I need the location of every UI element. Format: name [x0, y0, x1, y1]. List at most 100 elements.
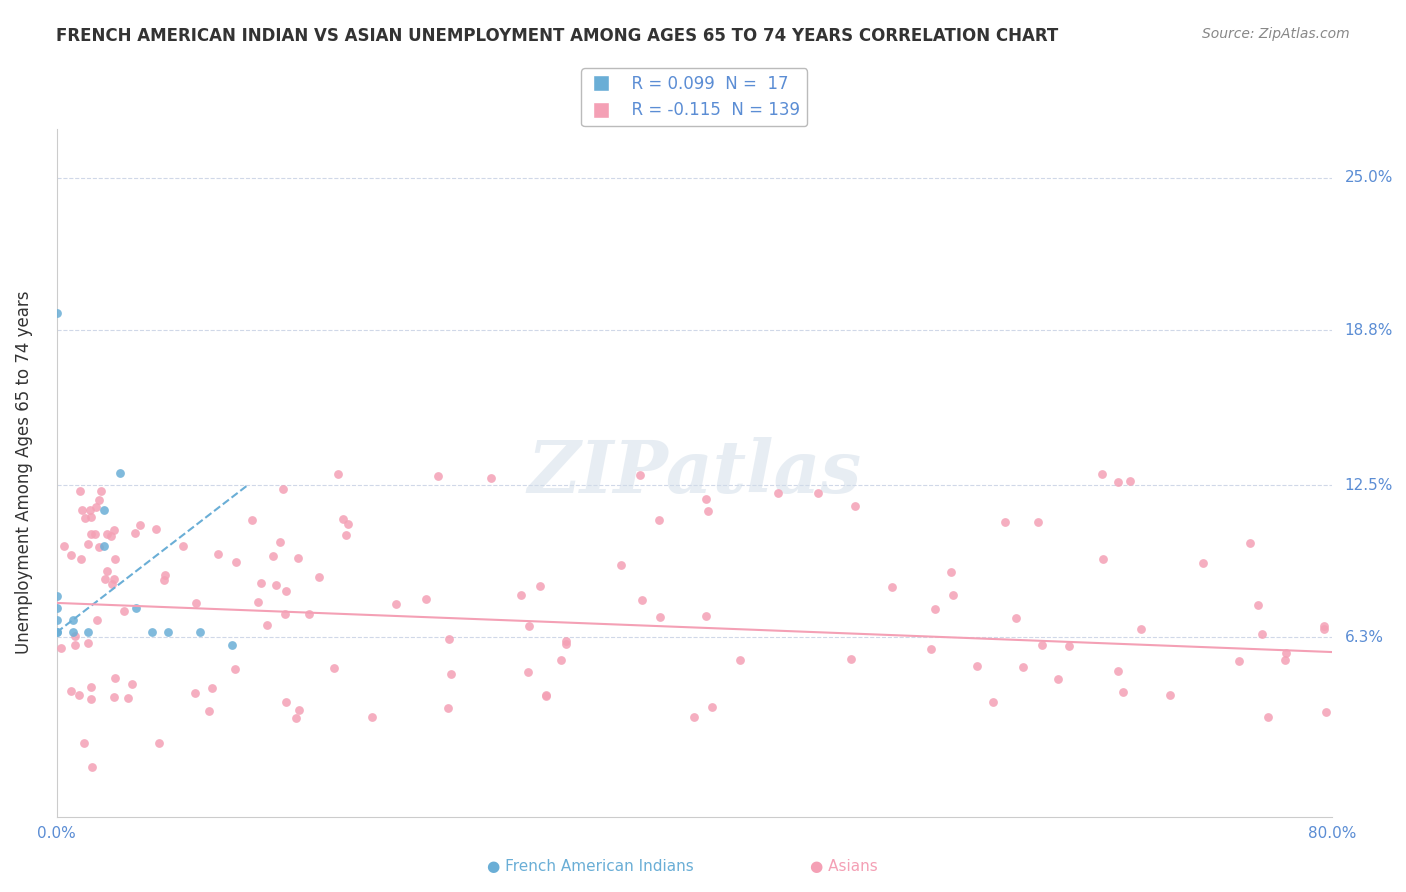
Point [269, 535, 291, 549]
Point [274, 695, 297, 709]
Y-axis label: Unemployment Among Ages 65 to 74 years: Unemployment Among Ages 65 to 74 years [15, 291, 32, 655]
Point [1239, 535, 1261, 549]
Point [262, 549, 284, 563]
Point [415, 592, 437, 607]
Point [1091, 467, 1114, 482]
Point [153, 574, 176, 588]
Point [70, 551, 93, 566]
Point [104, 551, 127, 566]
Point [80, 526, 103, 541]
Point [188, 625, 211, 640]
Point [69, 483, 91, 498]
Point [1192, 556, 1215, 570]
Point [437, 632, 460, 647]
Point [79, 680, 101, 694]
Point [702, 699, 724, 714]
Point [1004, 610, 1026, 624]
Point [145, 522, 167, 536]
Point [336, 516, 359, 531]
Point [45, 625, 67, 640]
Point [1274, 653, 1296, 667]
Point [96, 564, 118, 578]
Point [103, 524, 125, 538]
Point [683, 710, 706, 724]
Point [841, 652, 863, 666]
Point [121, 677, 143, 691]
Point [1107, 665, 1129, 679]
Point [93, 502, 115, 516]
Point [1026, 515, 1049, 529]
Point [1247, 598, 1270, 612]
Point [148, 736, 170, 750]
Text: Source: ZipAtlas.com: Source: ZipAtlas.com [1202, 27, 1350, 41]
Point [361, 709, 384, 723]
Point [695, 491, 717, 506]
Point [117, 691, 139, 706]
Point [924, 602, 946, 616]
Point [326, 467, 349, 481]
Point [247, 595, 270, 609]
Point [695, 608, 717, 623]
Point [62, 625, 84, 640]
Legend:   R = 0.099  N =  17,   R = -0.115  N = 139: R = 0.099 N = 17, R = -0.115 N = 139 [581, 69, 807, 126]
Point [1315, 705, 1337, 719]
Point [516, 665, 538, 680]
Point [124, 526, 146, 541]
Point [440, 666, 463, 681]
Point [322, 661, 344, 675]
Point [536, 689, 558, 703]
Point [529, 579, 551, 593]
Point [183, 686, 205, 700]
Point [45, 613, 67, 627]
Point [256, 618, 278, 632]
Point [844, 499, 866, 513]
Point [510, 588, 533, 602]
Point [73, 736, 96, 750]
Point [1091, 551, 1114, 566]
Point [1047, 672, 1070, 686]
Point [274, 607, 297, 621]
Point [87, 541, 110, 555]
Point [75, 511, 97, 525]
Point [555, 637, 578, 651]
Text: 12.5%: 12.5% [1344, 477, 1393, 492]
Text: 25.0%: 25.0% [1344, 170, 1393, 186]
Point [298, 607, 321, 621]
Point [1275, 646, 1298, 660]
Point [63, 629, 86, 643]
Point [1119, 474, 1142, 488]
Point [45, 600, 67, 615]
Point [427, 468, 450, 483]
Point [84, 527, 107, 541]
Point [880, 580, 903, 594]
Point [186, 596, 208, 610]
Point [103, 572, 125, 586]
Point [1159, 688, 1181, 702]
Point [266, 578, 288, 592]
Point [201, 681, 224, 696]
Point [100, 529, 122, 543]
Point [1251, 627, 1274, 641]
Point [141, 625, 163, 640]
Point [153, 568, 176, 582]
Point [72, 502, 94, 516]
Point [96, 527, 118, 541]
Point [60, 684, 83, 698]
Point [728, 653, 751, 667]
Point [630, 468, 652, 483]
Point [224, 662, 246, 676]
Point [45, 625, 67, 640]
Point [52, 540, 75, 554]
Point [807, 486, 830, 500]
Text: 6.3%: 6.3% [1344, 630, 1384, 645]
Point [630, 593, 652, 607]
Point [51, 640, 73, 655]
Point [1313, 619, 1336, 633]
Point [1012, 660, 1035, 674]
Point [45, 306, 67, 320]
Point [766, 485, 789, 500]
Text: ● Asians: ● Asians [810, 859, 877, 874]
Point [983, 695, 1005, 709]
Point [1229, 654, 1251, 668]
Point [157, 625, 180, 640]
